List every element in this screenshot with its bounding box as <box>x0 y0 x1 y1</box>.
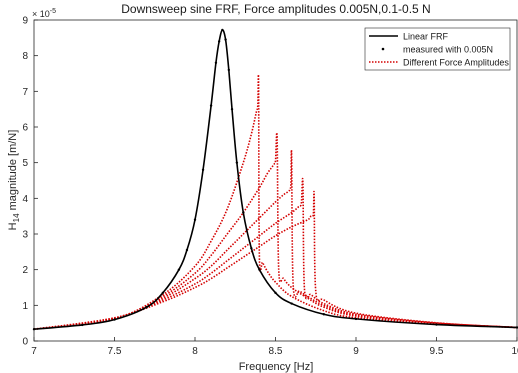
y-tick-label: 9 <box>22 16 28 27</box>
x-tick-label: 7.5 <box>108 346 122 357</box>
y-tick-label: 3 <box>22 230 28 241</box>
x-tick-label: 9 <box>353 346 359 357</box>
x-axis-label: Frequency [Hz] <box>239 361 314 373</box>
measured-point <box>193 218 197 221</box>
measured-point <box>201 168 205 171</box>
measured-point <box>209 104 213 107</box>
y-tick-label: 2 <box>22 265 28 276</box>
measured-point <box>161 291 164 295</box>
force-amplitude-curve-3 <box>33 149 518 331</box>
x-axis-ticks: 7 7.5 8 8.5 9 9.5 10 <box>31 337 518 357</box>
x-tick-label: 9.5 <box>430 346 444 357</box>
y-tick-label: 7 <box>22 87 28 98</box>
x-tick-label: 8 <box>192 346 198 357</box>
force-amplitude-curve-1 <box>33 73 518 331</box>
y-axis-ticks: 0 1 2 3 4 5 6 7 8 9 <box>22 16 38 348</box>
series-layer <box>32 28 518 331</box>
measured-point <box>224 38 227 41</box>
measured-point <box>322 313 325 316</box>
x-tick-label: 7 <box>31 346 37 357</box>
measured-point <box>515 326 518 329</box>
measured-point <box>435 323 438 326</box>
y-axis-label: H14 magnitude [m/N] <box>7 130 21 231</box>
legend-marker-measured <box>381 47 385 51</box>
measured-point <box>32 328 36 331</box>
y-tick-label: 1 <box>22 301 28 312</box>
measured-point <box>113 318 116 321</box>
x-tick-label: 10 <box>511 346 518 357</box>
legend-box <box>364 27 511 71</box>
measured-point <box>221 28 224 32</box>
measured-point <box>177 268 181 271</box>
y-tick-label: 8 <box>22 51 28 62</box>
measured-point <box>242 211 245 214</box>
force-amplitude-curve-2 <box>33 132 518 331</box>
measured-point <box>250 247 253 250</box>
measured-point <box>227 68 231 72</box>
chart-title: Downsweep sine FRF, Force amplitudes 0.0… <box>121 2 430 16</box>
legend-label-measured: measured with 0.005N <box>403 45 493 55</box>
measured-point <box>217 40 221 43</box>
y-tick-label: 5 <box>22 158 28 169</box>
measured-point <box>258 268 261 271</box>
legend: Linear FRF measured with 0.005N Differen… <box>364 27 511 71</box>
force-amplitude-curve-4 <box>33 178 518 331</box>
y-tick-label: 6 <box>22 123 28 134</box>
y-tick-label: 4 <box>22 194 28 205</box>
measured-point <box>274 291 277 295</box>
measured-point <box>185 248 189 252</box>
y-exponent-label: × 10-5 <box>32 8 56 19</box>
measured-point <box>235 161 239 164</box>
plot-area <box>33 19 518 342</box>
y-tick-label: 0 <box>22 337 28 348</box>
x-tick-label: 8.5 <box>269 346 283 357</box>
measured-point <box>354 317 358 321</box>
measured-point <box>214 61 218 64</box>
legend-label-linear-frf: Linear FRF <box>403 32 449 42</box>
measured-point <box>230 107 234 111</box>
measured-point <box>290 302 293 305</box>
measured-point <box>145 305 148 309</box>
measured-point <box>81 323 84 327</box>
legend-label-force-amplitudes: Different Force Amplitudes <box>403 58 509 68</box>
force-amplitude-curve-5 <box>33 190 518 331</box>
